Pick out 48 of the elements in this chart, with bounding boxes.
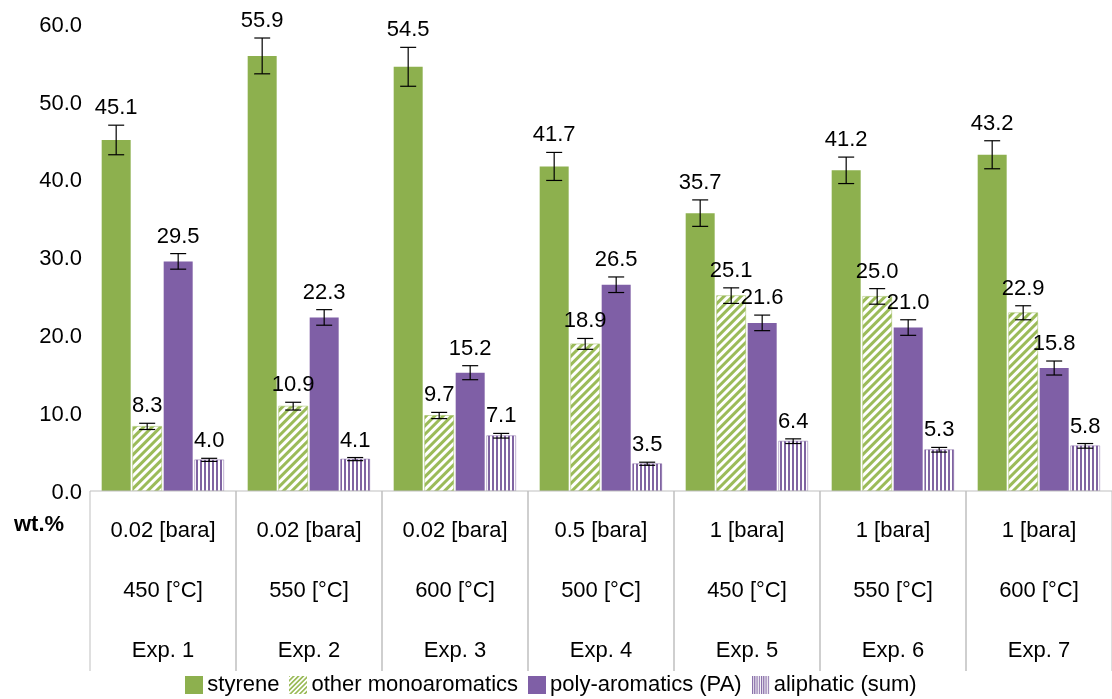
y-tick-label: 50.0 [39, 89, 82, 115]
legend-label: poly-aromatics (PA) [550, 671, 742, 696]
data-label: 8.3 [131, 392, 163, 418]
data-label: 5.8 [1069, 412, 1101, 438]
legend-label: aliphatic (sum) [773, 671, 917, 696]
category-label: 1 [bara] 550 [°C] Exp. 6 [853, 517, 933, 662]
data-label: 6.4 [777, 407, 809, 433]
data-label: 21.6 [740, 284, 784, 310]
category-label: 0.02 [bara] 450 [°C] Exp. 1 [110, 517, 216, 662]
data-label: 54.5 [386, 16, 430, 42]
bar [132, 426, 162, 491]
data-label: 41.7 [532, 121, 576, 147]
y-tick-label: 40.0 [39, 167, 82, 193]
y-tick-label: 10.0 [39, 400, 82, 426]
data-label: 41.2 [824, 126, 868, 152]
data-label: 15.8 [1032, 330, 1076, 356]
data-label: 29.5 [156, 222, 200, 248]
y-axis-title: wt.% [14, 511, 65, 537]
y-tick-label: 60.0 [39, 11, 82, 37]
data-label: 7.1 [485, 402, 517, 428]
category-label: 0.02 [bara] 550 [°C] Exp. 2 [256, 517, 362, 662]
category-label: 0.5 [bara] 500 [°C] Exp. 4 [554, 517, 648, 662]
data-label: 55.9 [240, 7, 284, 33]
legend-label: styrene [207, 671, 280, 696]
data-label: 26.5 [594, 245, 638, 271]
legend-label: other monoaromatics [311, 671, 519, 696]
bar [101, 139, 131, 491]
data-label: 43.2 [970, 109, 1014, 135]
bar [393, 66, 423, 491]
data-label: 4.1 [339, 426, 371, 452]
data-label: 22.3 [302, 278, 346, 304]
y-tick-label: 0.0 [51, 478, 82, 504]
bar [570, 343, 600, 491]
y-tick-label: 30.0 [39, 245, 82, 271]
data-label: 21.0 [886, 288, 930, 314]
category-label: 0.02 [bara] 600 [°C] Exp. 3 [402, 517, 508, 662]
data-label: 35.7 [678, 168, 722, 194]
data-label: 4.0 [193, 427, 225, 453]
category-label: 1 [bara] 450 [°C] Exp. 5 [707, 517, 787, 662]
data-label: 3.5 [631, 431, 663, 457]
data-label: 9.7 [423, 381, 455, 407]
category-label: 1 [bara] 600 [°C] Exp. 7 [999, 517, 1079, 662]
y-tick-label: 20.0 [39, 323, 82, 349]
data-label: 15.2 [448, 334, 492, 360]
data-label: 5.3 [923, 416, 955, 442]
data-label: 45.1 [94, 94, 138, 120]
bar [424, 415, 454, 491]
bar [278, 405, 308, 491]
